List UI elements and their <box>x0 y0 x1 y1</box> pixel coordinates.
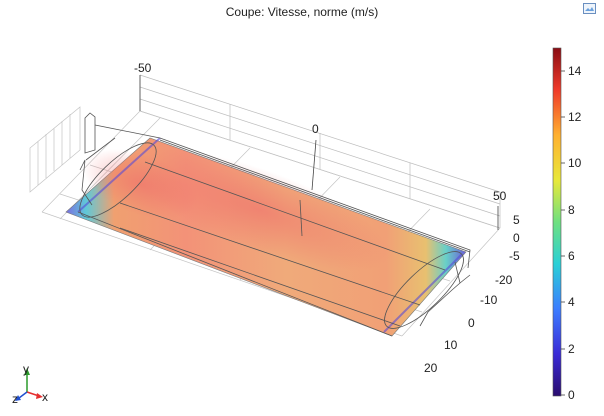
plot-title: Coupe: Vitesse, norme (m/s) <box>225 5 379 19</box>
colorbar <box>552 47 562 397</box>
triad-y-label: y <box>23 362 29 376</box>
tick-z-side: -5 <box>509 249 520 263</box>
colorbar-tick: 2 <box>568 342 575 356</box>
tick-z-side: 5 <box>513 213 520 227</box>
tick-z-side: 0 <box>513 231 520 245</box>
tick-y-front: 10 <box>444 338 458 352</box>
colorbar-tick: 6 <box>568 249 575 263</box>
export-image-icon[interactable] <box>583 3 596 14</box>
colorbar-tick: 12 <box>568 110 582 124</box>
tick-x-top: 50 <box>493 189 507 203</box>
triad-x-label: x <box>42 390 48 404</box>
colorbar-tick: 14 <box>568 64 582 78</box>
tick-x-top: -50 <box>134 61 152 75</box>
colorbar-tick: 0 <box>568 388 575 402</box>
tick-y-front: -20 <box>495 273 513 287</box>
colorbar-tick: 10 <box>568 156 582 170</box>
tick-y-front: -10 <box>480 293 498 307</box>
colorbar-tick: 4 <box>568 295 575 309</box>
geometry-wireframe <box>77 112 471 337</box>
tick-x-top: 0 <box>312 122 319 136</box>
axis-triad-icon: y x z <box>12 362 48 406</box>
colorbar-tick: 8 <box>568 203 575 217</box>
triad-z-axis <box>18 391 28 399</box>
left-grid <box>29 106 81 193</box>
tick-y-front: 20 <box>424 361 438 375</box>
triad-z-label: z <box>12 392 18 406</box>
tick-y-front: 0 <box>468 316 475 330</box>
